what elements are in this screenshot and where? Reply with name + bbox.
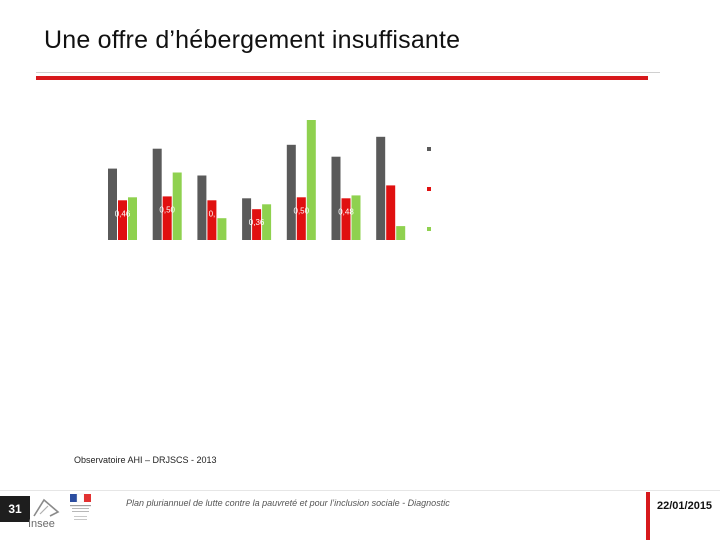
footer-date: 22/01/2015 (657, 500, 713, 512)
title-divider-thin (36, 72, 660, 73)
bar-s0-c0 (108, 168, 117, 240)
bar-s2-c0 (128, 197, 137, 240)
legend-marker-2 (427, 227, 431, 231)
bar-s2-c1 (172, 172, 182, 240)
page-number: 31 (0, 496, 30, 522)
insee-logo-icon (33, 498, 60, 517)
bar-s1-c5 (341, 198, 351, 240)
data-label-1: 0,50 (159, 205, 175, 214)
data-label-2: 0, (209, 209, 216, 218)
bar-s0-c3 (242, 198, 252, 240)
footer-caption: Plan pluriannuel de lutte contre la pauv… (126, 498, 450, 508)
bar-s0-c6 (376, 136, 386, 240)
footer-divider (0, 490, 720, 491)
data-label-0: 0,46 (115, 209, 131, 218)
data-label-3: 0,36 (249, 218, 265, 227)
bar-s2-c2 (217, 218, 227, 240)
footer-accent-bar (646, 492, 650, 540)
bar-s0-c2 (197, 175, 207, 240)
bar-s2-c5 (351, 195, 361, 240)
bar-s0-c4 (286, 144, 296, 240)
bar-s0-c1 (152, 148, 162, 240)
bar-chart: 0,46 0,50 0, 0,36 0,50 0,48 (108, 120, 431, 240)
bar-s1-c2 (207, 200, 217, 240)
bar-s1-c3 (252, 209, 262, 240)
bar-s2-c6 (396, 226, 406, 240)
marianne-logo-icon (70, 493, 91, 520)
bar-s1-c4 (296, 197, 306, 240)
data-label-4: 0,50 (294, 206, 310, 215)
data-label-5: 0,48 (338, 207, 354, 216)
slide-title: Une offre d’hébergement insuffisante (44, 26, 461, 54)
bar-s2-c3 (262, 204, 272, 240)
legend-marker-0 (427, 147, 431, 151)
insee-logo-text: Insee (28, 518, 55, 530)
bar-s1-c0 (118, 200, 127, 240)
bar-s1-c6 (386, 185, 396, 240)
data-label-group: 0,46 0,50 0, 0,36 0,50 0,48 (115, 205, 355, 227)
bar-s1-c1 (162, 196, 172, 240)
bar-s2-c4 (306, 120, 316, 240)
source-note: Observatoire AHI – DRJSCS - 2013 (74, 455, 217, 465)
legend-marker-1 (427, 187, 431, 191)
chart-legend (427, 147, 431, 231)
title-divider-red (36, 76, 648, 80)
bar-s0-c5 (331, 156, 341, 240)
bar-group (108, 120, 406, 240)
